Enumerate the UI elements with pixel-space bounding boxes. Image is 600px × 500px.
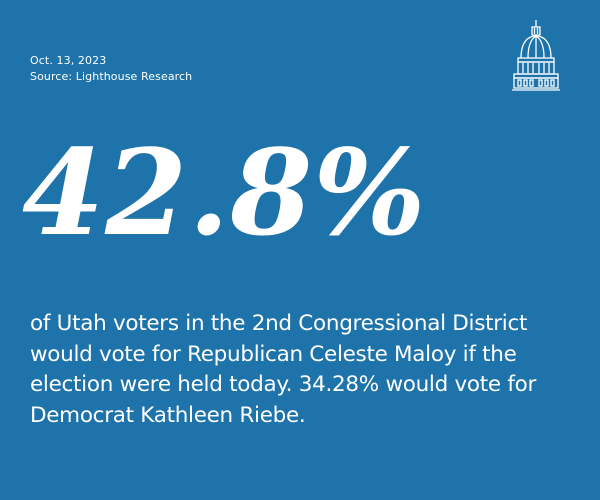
source-text: Source: Lighthouse Research (30, 70, 193, 83)
description-text: of Utah voters in the 2nd Congressional … (30, 311, 537, 428)
headline-percentage: 42.8% (22, 123, 427, 262)
date-text: Oct. 13, 2023 (30, 54, 107, 67)
capitol-dome-icon (511, 18, 561, 93)
meta-block: Oct. 13, 2023 Source: Lighthouse Researc… (30, 53, 192, 85)
